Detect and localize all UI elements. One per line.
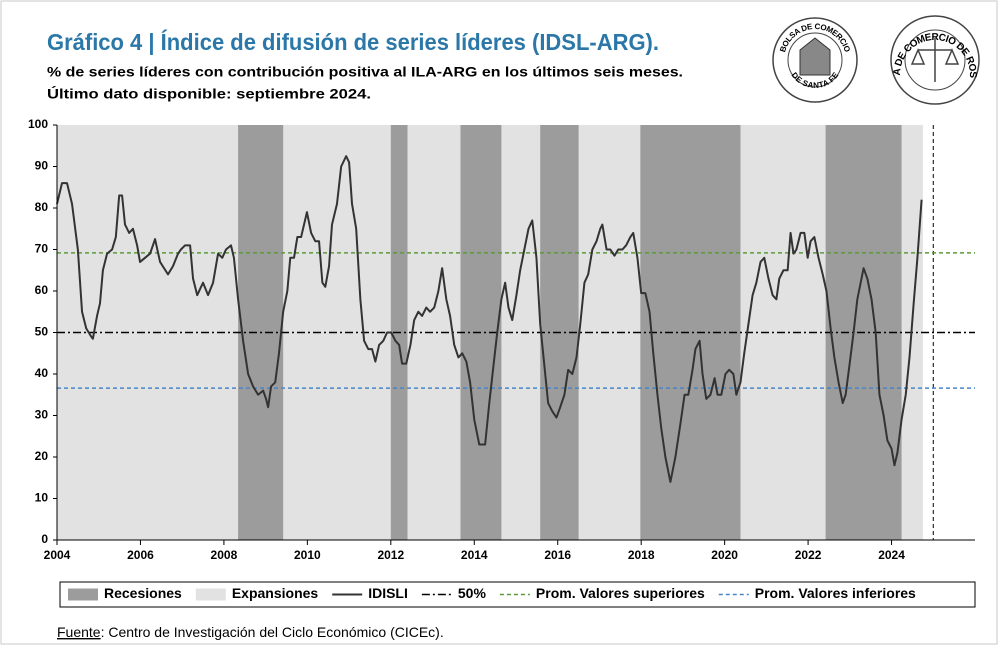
y-tick-label: 0 — [41, 532, 48, 546]
y-tick-label: 40 — [35, 366, 49, 380]
y-tick-label: 70 — [35, 242, 49, 256]
legend-swatch — [195, 588, 226, 601]
y-tick-label: 10 — [35, 491, 49, 505]
series-line — [56, 155, 923, 483]
x-tick-label: 2016 — [544, 548, 571, 562]
subtitle: % de series líderes con contribución pos… — [47, 64, 683, 80]
source-text: : Centro de Investigación del Ciclo Econ… — [101, 624, 444, 640]
legend-label: Expansiones — [232, 585, 319, 601]
x-tick-label: 2014 — [461, 548, 488, 562]
y-tick-label: 90 — [35, 159, 49, 173]
subtitle: Último dato disponible: septiembre 2024. — [47, 85, 371, 102]
legend-label: Prom. Valores superiores — [536, 585, 705, 601]
x-tick-label: 2022 — [795, 548, 822, 562]
y-tick-label: 80 — [35, 200, 49, 214]
y-tick-label: 20 — [35, 449, 49, 463]
y-tick-label: 60 — [35, 283, 49, 297]
x-tick-label: 2010 — [294, 548, 321, 562]
legend-swatch — [68, 588, 98, 601]
x-tick-label: 2012 — [377, 548, 404, 562]
source: Fuente: Centro de Investigación del Cicl… — [57, 624, 444, 640]
y-tick-label: 30 — [35, 408, 49, 422]
recession-band — [640, 125, 741, 540]
x-tick-label: 2018 — [628, 548, 655, 562]
legend-label: Prom. Valores inferiores — [755, 585, 916, 601]
x-tick-label: 2004 — [44, 548, 71, 562]
source-label: Fuente — [57, 624, 101, 640]
x-tick-label: 2008 — [211, 548, 238, 562]
legend-label: IDISLI — [368, 585, 408, 601]
legend-label: 50% — [458, 585, 487, 601]
y-tick-label: 50 — [35, 325, 49, 339]
x-tick-label: 2020 — [711, 548, 738, 562]
y-tick-label: 100 — [28, 117, 48, 131]
legend-label: Recesiones — [104, 585, 182, 601]
x-tick-label: 2024 — [878, 548, 905, 562]
x-tick-label: 2006 — [127, 548, 154, 562]
chart-title: Gráfico 4 | Índice de difusión de series… — [47, 28, 659, 55]
logo: BOLSA DE COMERCIO DE SANTA FE — [772, 17, 858, 103]
